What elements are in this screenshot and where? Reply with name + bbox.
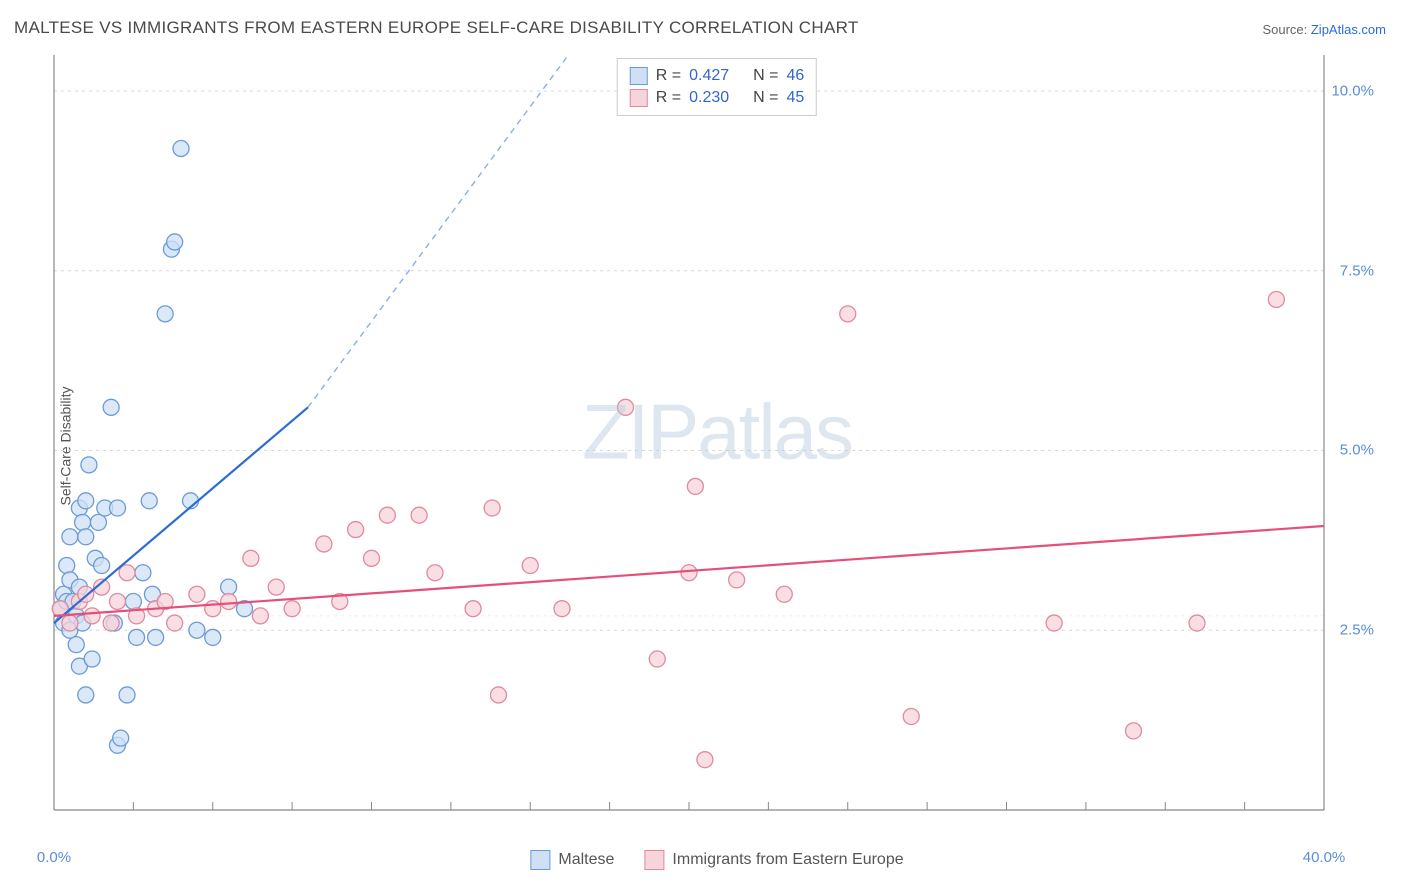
y-tick-label: 5.0% [1340,442,1374,459]
source-link[interactable]: ZipAtlas.com [1311,22,1386,37]
x-tick-label: 40.0% [1303,849,1346,866]
source-attribution: Source: ZipAtlas.com [1262,22,1386,37]
stats-row-maltese: R = 0.427 N = 46 [630,65,804,87]
legend-label-maltese: Maltese [558,851,614,869]
n-label: N = [753,67,778,85]
plot-area: ZIPatlas R = 0.427 N = 46 R = 0.230 N = … [50,55,1384,840]
swatch-immigrants [644,850,664,870]
bottom-legend: Maltese Immigrants from Eastern Europe [530,850,903,870]
r-value-immigrants: 0.230 [689,89,737,107]
r-label: R = [656,89,681,107]
n-value-maltese: 46 [786,67,804,85]
chart-svg [50,55,1384,840]
r-value-maltese: 0.427 [689,67,737,85]
y-tick-label: 7.5% [1340,262,1374,279]
legend-label-immigrants: Immigrants from Eastern Europe [672,851,903,869]
chart-title: MALTESE VS IMMIGRANTS FROM EASTERN EUROP… [14,18,859,38]
swatch-maltese [630,67,648,85]
swatch-maltese [530,850,550,870]
r-label: R = [656,67,681,85]
n-value-immigrants: 45 [786,89,804,107]
x-tick-label: 0.0% [37,849,71,866]
y-tick-label: 2.5% [1340,622,1374,639]
swatch-immigrants [630,89,648,107]
y-tick-label: 10.0% [1331,82,1374,99]
stats-row-immigrants: R = 0.230 N = 45 [630,87,804,109]
n-label: N = [753,89,778,107]
source-label: Source: [1262,22,1310,37]
legend-item-maltese: Maltese [530,850,614,870]
legend-item-immigrants: Immigrants from Eastern Europe [644,850,903,870]
stats-legend: R = 0.427 N = 46 R = 0.230 N = 45 [617,58,817,116]
